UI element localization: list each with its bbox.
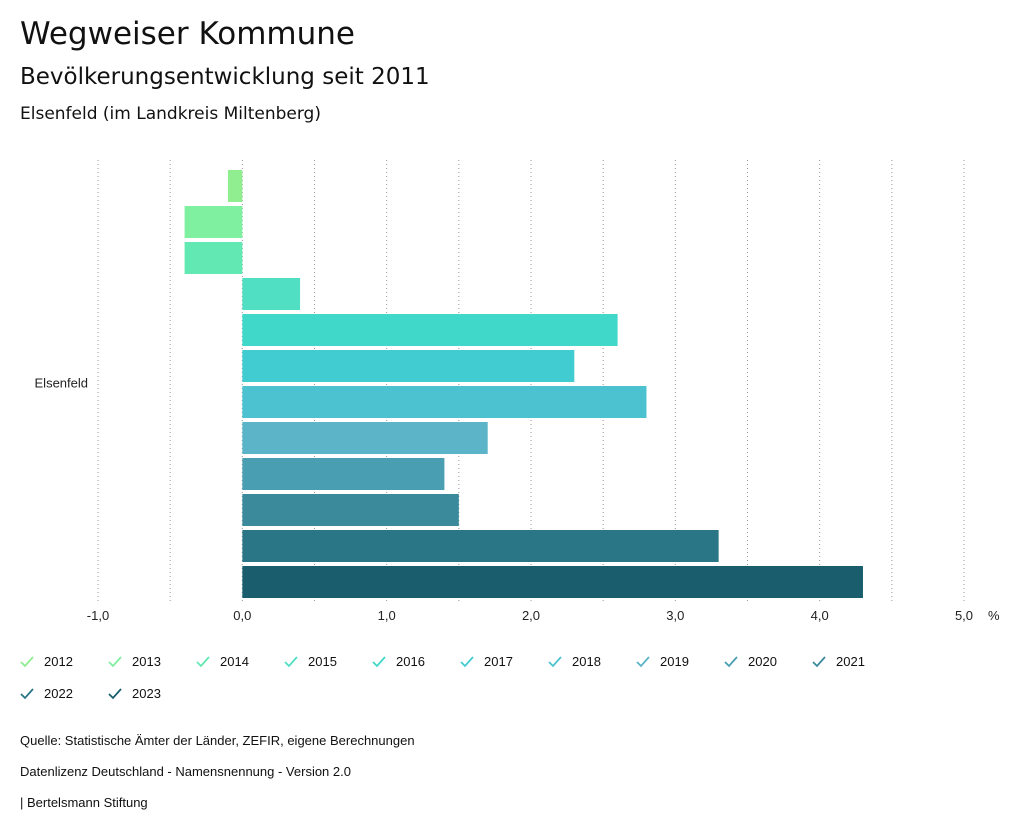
license-note: Datenlizenz Deutschland - Namensnennung … [20, 764, 351, 779]
x-tick-label: 1,0 [378, 608, 396, 623]
region-label: Elsenfeld (im Landkreis Miltenberg) [20, 104, 321, 124]
x-tick-label: -1,0 [87, 608, 109, 623]
legend-item-2021[interactable]: 2021 [812, 654, 865, 669]
legend-item-2017[interactable]: 2017 [460, 654, 513, 669]
legend-item-2019[interactable]: 2019 [636, 654, 689, 669]
x-tick-label: 0,0 [233, 608, 251, 623]
bar-2023 [242, 566, 863, 598]
check-icon [196, 655, 210, 667]
bar-2015 [242, 278, 301, 310]
legend-item-2013[interactable]: 2013 [108, 654, 161, 669]
check-icon [460, 655, 474, 667]
legend-label: 2013 [132, 654, 161, 669]
bar-2019 [242, 422, 488, 454]
legend-item-2015[interactable]: 2015 [284, 654, 337, 669]
source-note: Quelle: Statistische Ämter der Länder, Z… [20, 733, 415, 748]
check-icon [20, 687, 34, 699]
x-tick-label: 3,0 [666, 608, 684, 623]
legend-item-2012[interactable]: 2012 [20, 654, 73, 669]
check-icon [636, 655, 650, 667]
legend-item-2023[interactable]: 2023 [108, 686, 161, 701]
check-icon [812, 655, 826, 667]
legend-label: 2017 [484, 654, 513, 669]
x-tick-label: 5,0 [955, 608, 973, 623]
legend-label: 2014 [220, 654, 249, 669]
legend-label: 2018 [572, 654, 601, 669]
x-unit-label: % [988, 608, 1000, 623]
category-label: Elsenfeld [35, 375, 88, 390]
bar-2018 [242, 386, 647, 418]
check-icon [108, 655, 122, 667]
legend-item-2022[interactable]: 2022 [20, 686, 73, 701]
legend-item-2018[interactable]: 2018 [548, 654, 601, 669]
legend-label: 2022 [44, 686, 73, 701]
x-tick-label: 2,0 [522, 608, 540, 623]
legend-label: 2021 [836, 654, 865, 669]
publisher-note: | Bertelsmann Stiftung [20, 795, 148, 810]
legend-label: 2023 [132, 686, 161, 701]
bar-2017 [242, 350, 575, 382]
bar-chart: Elsenfeld -1,0 0,0 1,0 2,0 3,0 4,0 5,0% [35, 160, 1000, 623]
x-tick-label: 4,0 [811, 608, 829, 623]
legend-item-2020[interactable]: 2020 [724, 654, 777, 669]
legend-label: 2015 [308, 654, 337, 669]
legend-item-2014[interactable]: 2014 [196, 654, 249, 669]
bar-2016 [242, 314, 618, 346]
check-icon [724, 655, 738, 667]
check-icon [108, 687, 122, 699]
legend-label: 2019 [660, 654, 689, 669]
legend-label: 2020 [748, 654, 777, 669]
legend-label: 2012 [44, 654, 73, 669]
check-icon [548, 655, 562, 667]
bar-2021 [242, 494, 459, 526]
chart-title: Wegweiser Kommune [20, 16, 355, 52]
legend-label: 2016 [396, 654, 425, 669]
bar-2012 [227, 170, 243, 202]
chart-subtitle: Bevölkerungsentwicklung seit 2011 [20, 64, 430, 90]
legend-item-2016[interactable]: 2016 [372, 654, 425, 669]
bar-2020 [242, 458, 445, 490]
check-icon [284, 655, 298, 667]
bar-2013 [184, 206, 243, 238]
check-icon [372, 655, 386, 667]
bar-2022 [242, 530, 719, 562]
check-icon [20, 655, 34, 667]
bar-2014 [184, 242, 243, 274]
